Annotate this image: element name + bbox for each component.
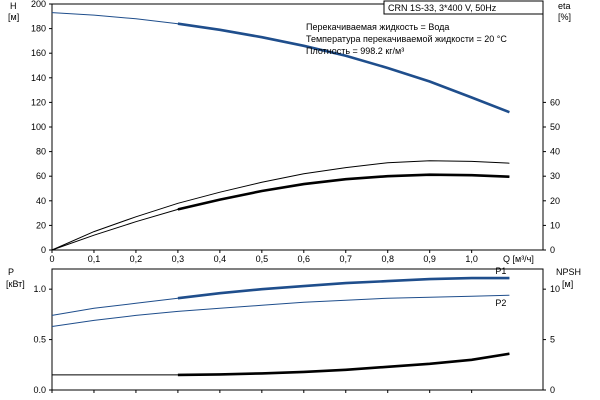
performance-panel: 0 20 40 60 80 100 120 140 160 180 200 0 10 20 30 40 50 60… bbox=[8, 0, 571, 264]
series-label-p1: P1 bbox=[495, 266, 506, 276]
power-left-tick-label: 1.0 bbox=[33, 284, 46, 294]
performance-x-tick-label: 0,8 bbox=[381, 254, 394, 264]
performance-right-tick-label: 40 bbox=[550, 147, 560, 157]
p-axis-label: P bbox=[8, 267, 14, 277]
performance-left-tick-label: 180 bbox=[31, 24, 46, 34]
performance-right-tick-label: 0 bbox=[550, 245, 555, 255]
series-eff_lower-operating-range bbox=[177, 173, 510, 211]
performance-series bbox=[51, 12, 510, 251]
performance-x-tick-label: 0 bbox=[49, 254, 54, 264]
power-left-tick-label: 0.5 bbox=[33, 335, 46, 345]
performance-right-tick-label: 60 bbox=[550, 97, 560, 107]
series-P2-line bbox=[51, 294, 510, 327]
performance-x-tick-label: 1,0 bbox=[465, 254, 478, 264]
info-line-fluid: Перекачиваемая жидкость = Вода bbox=[306, 22, 449, 32]
performance-left-tick-label: 60 bbox=[36, 171, 46, 181]
performance-left-tick-label: 200 bbox=[31, 0, 46, 9]
performance-left-tick-label: 160 bbox=[31, 48, 46, 58]
header-text: CRN 1S-33, 3*400 V, 50Hz bbox=[388, 3, 497, 13]
power-right-tick-label: 5 bbox=[550, 335, 555, 345]
y-right-label-eta: eta bbox=[558, 1, 571, 11]
npsh-axis-label: NPSH bbox=[556, 267, 581, 277]
series-head-operating-range bbox=[177, 22, 510, 114]
performance-right-tick-label: 50 bbox=[550, 122, 560, 132]
x-axis-label: Q [м³/ч] bbox=[503, 254, 534, 264]
performance-x-tick-label: 0,3 bbox=[172, 254, 185, 264]
performance-x-tick-label: 0,6 bbox=[298, 254, 311, 264]
performance-x-tick-label: 0,5 bbox=[256, 254, 269, 264]
npsh-axis-unit: [м] bbox=[562, 279, 573, 289]
performance-left-tick-label: 20 bbox=[36, 220, 46, 230]
performance-right-tick-label: 10 bbox=[550, 220, 560, 230]
series-eff_lower-line bbox=[51, 174, 510, 251]
performance-right-tick-label: 20 bbox=[550, 196, 560, 206]
y-left-label-unit: [м] bbox=[8, 12, 19, 22]
performance-left-tick-label: 0 bbox=[41, 245, 46, 255]
performance-left-tick-label: 80 bbox=[36, 147, 46, 157]
power-ticks: 0.0 0.5 1.0 0 5 10 bbox=[33, 284, 560, 395]
performance-right-tick-label: 30 bbox=[550, 171, 560, 181]
performance-left-tick-label: 40 bbox=[36, 196, 46, 206]
p-axis-unit: [кВт] bbox=[6, 279, 25, 289]
info-line-density: Плотность = 998.2 кг/м³ bbox=[306, 46, 404, 56]
performance-x-tick-label: 0,9 bbox=[423, 254, 436, 264]
power-series bbox=[51, 276, 510, 377]
y-left-label-h: H bbox=[10, 1, 17, 11]
performance-x-tick-label: 0,4 bbox=[214, 254, 227, 264]
power-right-tick-label: 10 bbox=[550, 284, 560, 294]
performance-ticks: 0 20 40 60 80 100 120 140 160 180 200 0 10 20 30 40 50 60… bbox=[31, 0, 560, 264]
performance-x-tick-label: 0,7 bbox=[340, 254, 353, 264]
performance-left-tick-label: 120 bbox=[31, 97, 46, 107]
performance-left-tick-label: 140 bbox=[31, 73, 46, 83]
series-eff_upper-line bbox=[51, 160, 510, 251]
y-right-label-unit: [%] bbox=[558, 12, 571, 22]
power-npsh-panel: 0.0 0.5 1.0 0 5 10 P [кВт] NPSH [м] P1 P2 bbox=[6, 266, 581, 395]
series-label-p2: P2 bbox=[495, 298, 506, 308]
series-npsh-operating-range bbox=[177, 352, 510, 377]
performance-x-tick-label: 0,1 bbox=[88, 254, 101, 264]
performance-x-tick-label: 0,2 bbox=[130, 254, 143, 264]
info-line-temperature: Температура перекачиваемой жидкости = 20… bbox=[306, 34, 507, 44]
header-box bbox=[383, 0, 544, 15]
performance-left-tick-label: 100 bbox=[31, 122, 46, 132]
power-left-tick-label: 0.0 bbox=[33, 385, 46, 395]
power-right-tick-label: 0 bbox=[550, 385, 555, 395]
series-P1-operating-range bbox=[177, 276, 510, 300]
power-plot-frame bbox=[51, 268, 544, 391]
